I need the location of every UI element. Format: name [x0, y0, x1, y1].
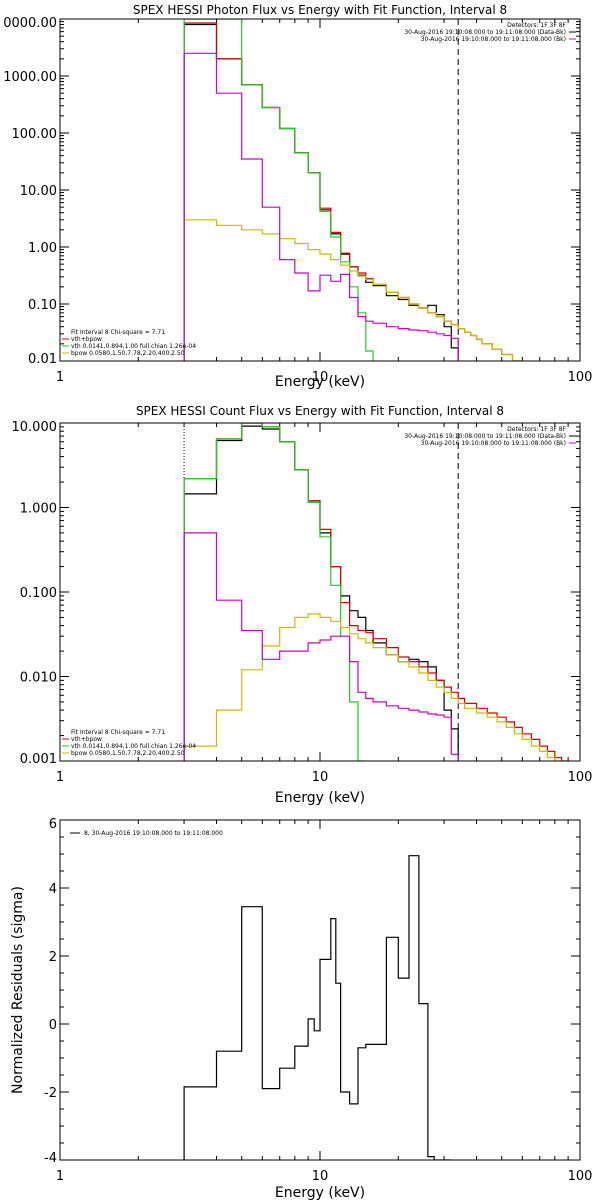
legend-entry: vth 0.0141,0.894,1.00 full chian 1.26e-0…: [71, 743, 196, 750]
legend-entry: bpow 0.0580,1.50,7.78,2.20,400,2.50: [71, 350, 185, 357]
legend-entry: 30-Aug-2016 19:10:08.000 to 19:11:08.000…: [421, 36, 566, 43]
y-tick-label: 6: [49, 817, 57, 832]
y-tick-label: -2: [44, 1086, 57, 1101]
chart-panel-3: 1 10 100 -4 -2 0 2 4 6 Energy (keV) Normalized Res…: [10, 817, 592, 1200]
y-tick-label: 4: [49, 882, 57, 897]
plot-frame: [59, 819, 581, 1161]
y-tick-label: 0000.00: [3, 16, 57, 31]
chart-panel-2: SPEX HESSI Count Flux vs Energy with Fit…: [12, 404, 593, 806]
x-axis-label: Energy (keV): [275, 374, 365, 390]
legend-entry: vth 0.0141,0.894,1.00 full chian 1.26e-0…: [71, 343, 196, 350]
x-tick-label: 100: [568, 1169, 593, 1184]
x-axis-label: Energy (keV): [275, 790, 365, 806]
y-tick-label: 1.00: [28, 241, 57, 256]
y-tick-label: 0.10: [28, 298, 57, 313]
legend-entry: 8, 30-Aug-2016 19:10:08.000 to 19:11:08.…: [84, 830, 223, 837]
legend-entry: vth+bpow: [71, 336, 102, 343]
x-tick-label: 10: [312, 1169, 329, 1184]
x-tick-label: 10: [312, 770, 329, 785]
chart-panel-1: SPEX HESSI Photon Flux vs Energy with Fi…: [3, 3, 592, 390]
chart-title: SPEX HESSI Photon Flux vs Energy with Fi…: [133, 3, 507, 17]
legend-entry: Fit Interval 8 Chi-square = 7.71: [71, 729, 165, 736]
y-tick-label: 0.100: [20, 586, 57, 601]
chart-title: SPEX HESSI Count Flux vs Energy with Fit…: [136, 404, 504, 418]
x-tick-label: 1: [56, 370, 64, 385]
x-tick-label: 100: [568, 770, 593, 785]
y-tick-label: 2: [49, 950, 57, 965]
series-line-bk: [183, 532, 459, 761]
y-tick-label: 0.010: [20, 671, 57, 686]
x-tick-label: 1: [56, 770, 64, 785]
legend-entry: Detectors: 1F 3F 8F: [507, 22, 566, 29]
legend-entry: Fit Interval 8 Chi-square = 7.71: [71, 329, 165, 336]
legend-entry: Detectors: 1F 3F 8F: [507, 426, 566, 433]
x-tick-label: 1: [56, 1169, 64, 1184]
legend-entry: 30-Aug-2016 19:10:08.000 to 19:11:08.000…: [421, 440, 566, 447]
y-tick-label: 10.000: [12, 420, 58, 435]
x-axis-label: Energy (keV): [275, 1185, 365, 1200]
plot-frame: [59, 18, 581, 362]
y-tick-label: 1000.00: [3, 70, 57, 85]
y-tick-label: 100.00: [12, 127, 58, 142]
x-tick-label: 100: [568, 370, 593, 385]
series-line-data-bk: [183, 425, 459, 761]
x-tick-label: 10: [312, 370, 329, 385]
series-line-bk: [183, 52, 459, 361]
plot-frame: [59, 422, 581, 762]
y-tick-label: 10.00: [20, 184, 57, 199]
y-tick-label: 0.001: [20, 752, 57, 767]
legend-entry: vth+bpow: [71, 736, 102, 743]
y-tick-label: 1.000: [20, 502, 57, 517]
legend-entry: 30-Aug-2016 19:10:08.000 to 19:11:08.000…: [404, 433, 566, 440]
y-tick-label: 0: [49, 1018, 57, 1033]
series-line-8-30-aug-2016-19-10-08-000-to-19-11-08-000: [183, 855, 452, 1160]
y-tick-label: 0.01: [28, 352, 57, 367]
series-line-bpow: [183, 219, 523, 361]
y-tick-label: -4: [44, 1151, 57, 1166]
legend-entry: 30-Aug-2016 19:10:08.000 to 19:11:08.000…: [404, 29, 566, 36]
series-line-bpow: [183, 613, 569, 761]
y-axis-label: Normalized Residuals (sigma): [10, 886, 26, 1094]
legend-entry: bpow 0.0580,1.50,7.78,2.20,400,2.50: [71, 750, 185, 757]
